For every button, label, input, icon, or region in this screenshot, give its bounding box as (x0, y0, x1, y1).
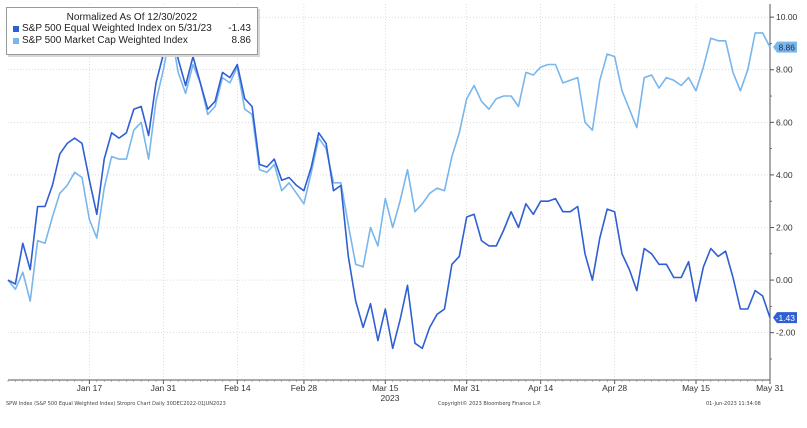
x-tick-label: May 31 (756, 383, 784, 393)
series-line-market-cap (7, 29, 771, 302)
series-layer (7, 24, 771, 350)
x-tick-label: Feb 28 (291, 383, 318, 393)
y-tick-label: 0.00 (776, 275, 793, 285)
footer-copyright: Copyright© 2023 Bloomberg Finance L.P. (438, 401, 542, 407)
last-value-tag (773, 312, 797, 324)
x-tick-label: May 15 (682, 383, 710, 393)
x-tick-label: Apr 28 (602, 383, 627, 393)
y-tick-label: 4.00 (776, 170, 793, 180)
footer-timestamp: 01-Jun-2023 11:34:08 (706, 401, 761, 407)
y-tick-label: 2.00 (776, 222, 793, 232)
last-value-label: -1.43 (776, 313, 796, 323)
x-tick-label: Jan 17 (77, 383, 103, 393)
last-value-label: 8.86 (778, 43, 795, 53)
x-tick-label: Apr 14 (528, 383, 553, 393)
x-tick-label: Jan 31 (151, 383, 177, 393)
legend-value: 8.86 (231, 35, 251, 46)
x-tick-label: Mar 31 (453, 383, 480, 393)
legend-item-marketcap: S&P 500 Market Cap Weighted Index 8.86 (7, 35, 257, 47)
x-year-label: 2023 (381, 393, 400, 403)
legend-swatch (13, 26, 19, 32)
legend-item-equal: S&P 500 Equal Weighted Index on 5/31/23 … (7, 23, 257, 35)
legend: Normalized As Of 12/30/2022 S&P 500 Equa… (6, 7, 258, 55)
grid-layer (8, 4, 771, 380)
y-tick-label: 10.00 (776, 12, 798, 22)
legend-swatch (13, 38, 19, 44)
x-tick-label: Feb 14 (224, 383, 251, 393)
legend-label: S&P 500 Equal Weighted Index on 5/31/23 (22, 23, 212, 34)
x-tick-label: Mar 15 (372, 383, 399, 393)
legend-value: -1.43 (228, 23, 251, 34)
y-tick-label: -2.00 (776, 328, 796, 338)
footer-source: SPW Index (S&P 500 Equal Weighted Index)… (6, 401, 226, 407)
last-value-tag (773, 41, 797, 53)
y-tick-label: 6.00 (776, 117, 793, 127)
label-layer: -1.43 8.86 (773, 41, 797, 324)
legend-title: Normalized As Of 12/30/2022 (66, 12, 198, 23)
series-line-equal-weighted (7, 24, 771, 350)
y-tick-label: 8.00 (776, 65, 793, 75)
axis-layer: 10.00 8.00 6.00 4.00 2.00 0.00 -2.00 Jan 17 Jan … (7, 4, 798, 403)
legend-label: S&P 500 Market Cap Weighted Index (22, 35, 188, 46)
